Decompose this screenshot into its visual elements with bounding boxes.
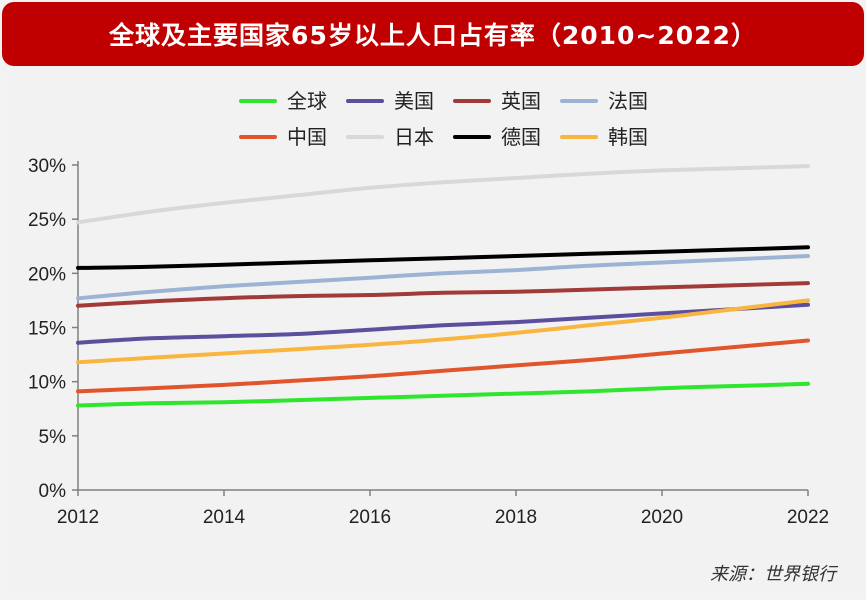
legend-label-美国: 美国 xyxy=(394,89,434,113)
legend-label-韩国: 韩国 xyxy=(608,125,648,149)
series-line-美国 xyxy=(76,302,810,345)
y-tick-label: 25% xyxy=(28,210,66,231)
y-tick-label: 0% xyxy=(39,481,67,502)
series-line-德国 xyxy=(76,245,810,270)
series-line-全球 xyxy=(76,381,810,408)
legend-label-全球: 全球 xyxy=(287,89,327,113)
legend-label-日本: 日本 xyxy=(394,125,434,149)
chart-panel xyxy=(2,66,864,598)
x-tick-label: 2022 xyxy=(787,507,829,528)
y-tick-label: 20% xyxy=(28,264,66,285)
y-tick-label: 5% xyxy=(39,427,67,448)
series-line-法国 xyxy=(76,254,810,301)
legend-label-英国: 英国 xyxy=(501,89,541,113)
x-tick-label: 2020 xyxy=(641,507,683,528)
legend-label-德国: 德国 xyxy=(501,125,541,149)
y-tick-label: 30% xyxy=(28,156,66,177)
y-tick-label: 15% xyxy=(28,319,66,340)
y-tick-label: 10% xyxy=(28,373,66,394)
x-tick-label: 2014 xyxy=(203,507,246,528)
series-lines xyxy=(76,164,810,408)
series-line-中国 xyxy=(76,338,810,394)
x-tick-label: 2012 xyxy=(57,507,99,528)
axes: 0% 5% 10% 15% 20% 25% 30% 2012 2014 2016 2018 2020 2… xyxy=(28,156,829,528)
x-tick-label: 2016 xyxy=(349,507,391,528)
title-bar: 全球及主要国家65岁以上人口占有率（2010~2022） xyxy=(2,2,864,66)
legend-label-中国: 中国 xyxy=(287,125,327,149)
series-line-英国 xyxy=(76,281,810,308)
x-tick-label: 2018 xyxy=(495,507,537,528)
legend-label-法国: 法国 xyxy=(608,89,648,113)
source-note: 来源：世界银行 xyxy=(710,564,836,585)
series-line-韩国 xyxy=(76,298,810,365)
chart-title: 全球及主要国家65岁以上人口占有率（2010~2022） xyxy=(109,21,757,50)
series-line-日本 xyxy=(76,164,810,225)
